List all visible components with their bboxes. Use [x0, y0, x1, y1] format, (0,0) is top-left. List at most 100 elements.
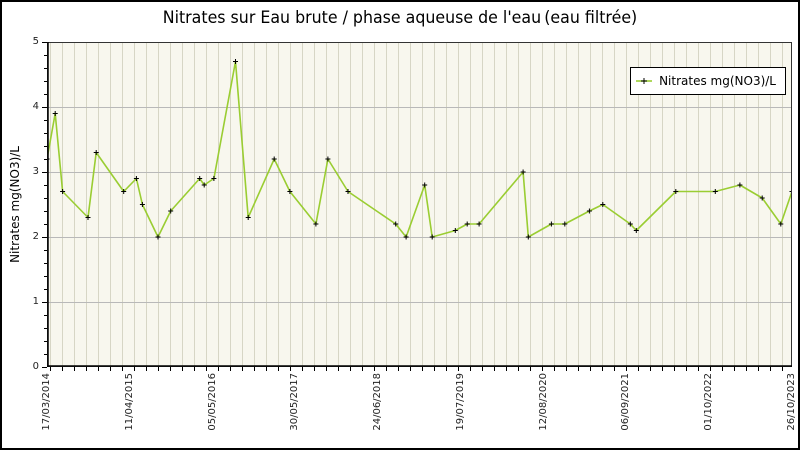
x-minor-tick [530, 367, 531, 371]
x-minor-tick [386, 367, 387, 371]
legend-label: Nitrates mg(NO3)/L [659, 74, 776, 88]
x-minor-tick [218, 367, 219, 371]
y-minor-tick [44, 211, 47, 212]
x-minor-tick [602, 367, 603, 371]
x-minor-tick [494, 367, 495, 371]
x-tick-label: 01/10/2022 [703, 373, 715, 431]
y-minor-tick [44, 224, 47, 225]
x-minor-tick [242, 367, 243, 371]
x-minor-tick [698, 367, 699, 371]
x-minor-tick [398, 367, 399, 371]
x-minor-tick [518, 367, 519, 371]
y-minor-tick [44, 55, 47, 56]
y-minor-tick [44, 289, 47, 290]
x-minor-tick [446, 367, 447, 371]
x-minor-tick [290, 367, 291, 371]
x-minor-tick [422, 367, 423, 371]
x-minor-tick [782, 367, 783, 371]
y-tick-label: 1 [32, 296, 39, 307]
x-minor-tick [266, 367, 267, 371]
y-minor-tick [44, 315, 47, 316]
x-minor-tick [758, 367, 759, 371]
y-major-tick [42, 237, 47, 238]
y-tick-label: 0 [32, 361, 39, 372]
x-minor-tick [206, 367, 207, 371]
x-tick-label: 06/09/2021 [620, 373, 632, 431]
y-minor-tick [44, 133, 47, 134]
x-minor-tick [98, 367, 99, 371]
x-tick-label: 11/04/2015 [123, 373, 135, 431]
x-minor-tick [470, 367, 471, 371]
x-minor-tick [770, 367, 771, 371]
x-minor-tick [638, 367, 639, 371]
x-minor-tick [86, 367, 87, 371]
chart-title: Nitrates sur Eau brute / phase aqueuse d… [162, 8, 638, 28]
x-minor-tick [50, 367, 51, 371]
x-minor-tick [458, 367, 459, 371]
x-tick-label: 12/08/2020 [537, 373, 549, 431]
x-minor-tick [230, 367, 231, 371]
x-minor-tick [650, 367, 651, 371]
x-minor-tick [542, 367, 543, 371]
x-tick-label: 30/05/2017 [289, 373, 301, 431]
line-chart-svg [47, 42, 792, 367]
y-axis-title-wrap: Nitrates mg(NO3)/L [2, 42, 28, 367]
x-minor-tick [194, 367, 195, 371]
y-tick-label: 2 [32, 231, 39, 242]
x-tick-label: 19/07/2019 [454, 373, 466, 431]
x-minor-tick [434, 367, 435, 371]
y-major-tick [42, 172, 47, 173]
x-minor-tick [662, 367, 663, 371]
x-minor-tick [74, 367, 75, 371]
x-minor-tick [170, 367, 171, 371]
y-minor-tick [44, 354, 47, 355]
x-minor-tick [278, 367, 279, 371]
x-tick-label: 24/06/2018 [372, 373, 384, 431]
x-minor-tick [506, 367, 507, 371]
x-minor-tick [362, 367, 363, 371]
x-tick-label: 26/10/2023 [786, 373, 797, 431]
x-minor-tick [62, 367, 63, 371]
x-minor-tick [302, 367, 303, 371]
y-minor-tick [44, 263, 47, 264]
x-minor-tick [482, 367, 483, 371]
x-minor-tick [254, 367, 255, 371]
x-minor-tick [122, 367, 123, 371]
y-major-tick [42, 107, 47, 108]
legend: Nitrates mg(NO3)/L [630, 67, 786, 95]
y-minor-tick [44, 68, 47, 69]
x-minor-tick [614, 367, 615, 371]
x-minor-tick [182, 367, 183, 371]
y-minor-tick [44, 250, 47, 251]
x-minor-tick [374, 367, 375, 371]
x-minor-tick [746, 367, 747, 371]
x-minor-tick [710, 367, 711, 371]
x-minor-tick [158, 367, 159, 371]
x-minor-tick [566, 367, 567, 371]
x-minor-tick [326, 367, 327, 371]
x-minor-tick [722, 367, 723, 371]
x-minor-tick [674, 367, 675, 371]
legend-line-plus-icon [636, 78, 653, 84]
y-minor-tick [44, 198, 47, 199]
y-tick-label: 4 [32, 101, 39, 112]
x-minor-tick [134, 367, 135, 371]
x-minor-tick [110, 367, 111, 371]
y-minor-tick [44, 94, 47, 95]
y-minor-tick [44, 81, 47, 82]
y-minor-tick [44, 341, 47, 342]
y-major-tick [42, 367, 47, 368]
x-minor-tick [350, 367, 351, 371]
y-minor-tick [44, 159, 47, 160]
y-minor-tick [44, 328, 47, 329]
x-minor-tick [626, 367, 627, 371]
y-minor-tick [44, 276, 47, 277]
x-minor-tick [590, 367, 591, 371]
x-minor-tick [146, 367, 147, 371]
y-tick-label: 3 [32, 166, 39, 177]
plot-area [47, 42, 792, 367]
x-minor-tick [686, 367, 687, 371]
x-minor-tick [410, 367, 411, 371]
y-minor-tick [44, 120, 47, 121]
